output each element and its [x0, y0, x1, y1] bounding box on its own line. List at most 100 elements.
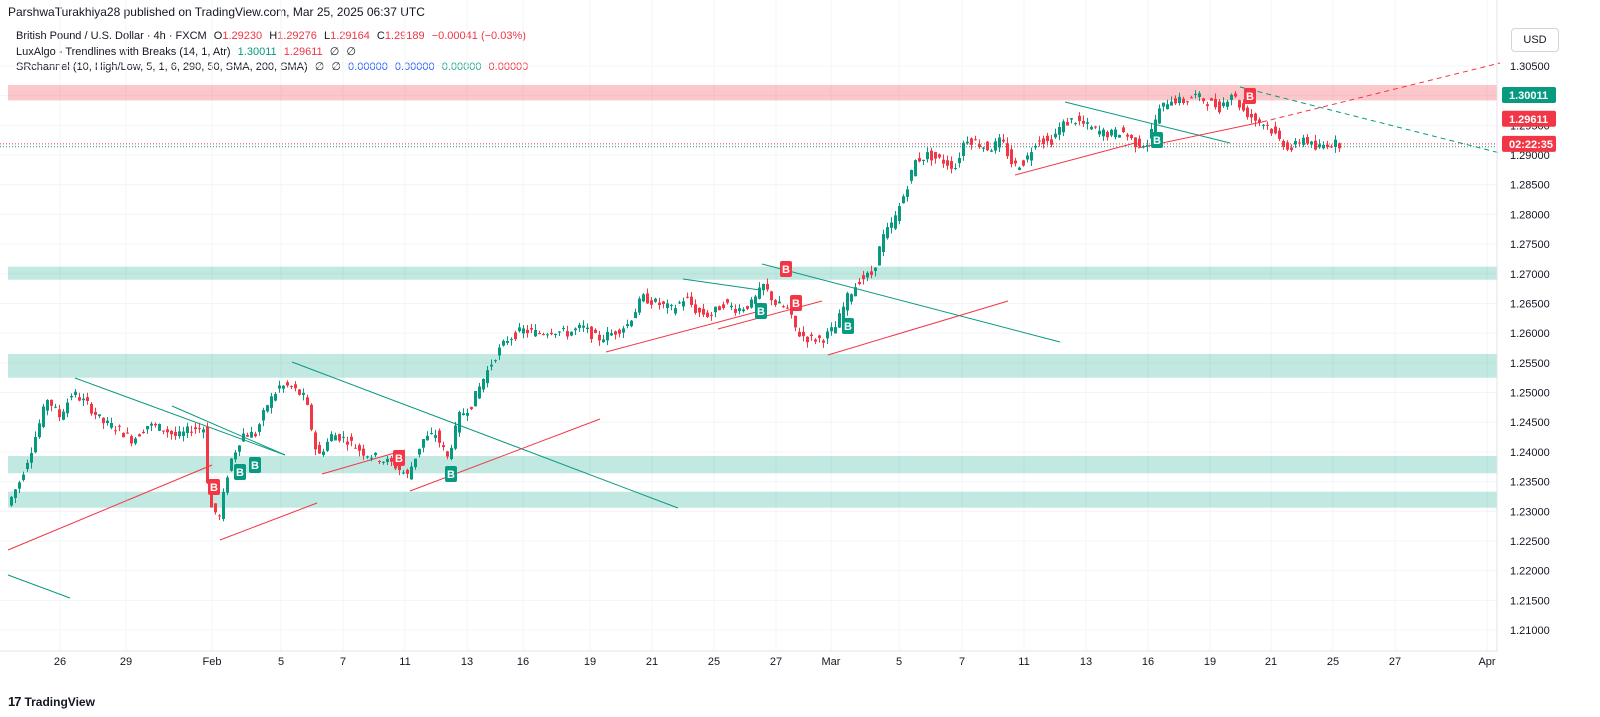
- trendline: [1014, 142, 1136, 176]
- candle-body: [410, 466, 413, 480]
- candle-body: [150, 423, 153, 426]
- price-axis[interactable]: 1.305001.300001.295001.290001.285001.280…: [1510, 61, 1550, 637]
- candle-body: [446, 451, 449, 457]
- candle-body: [922, 159, 925, 161]
- candle-body: [610, 333, 613, 336]
- candle-body: [1262, 124, 1265, 126]
- candle-body: [1110, 129, 1113, 136]
- candle-body: [586, 327, 589, 329]
- sr-zone: [8, 84, 1497, 101]
- candle-body: [1230, 94, 1233, 100]
- candle-body: [454, 425, 457, 449]
- break-marker-label: B: [1153, 135, 1161, 147]
- candle-body: [838, 313, 841, 328]
- candle-body: [654, 298, 657, 302]
- candle-body: [10, 496, 13, 506]
- time-tick-label: 21: [646, 656, 658, 668]
- price-tick-label: 1.29000: [1510, 150, 1550, 162]
- candle-body: [54, 406, 57, 408]
- time-tick-label: 11: [399, 656, 410, 668]
- candle-body: [762, 284, 765, 291]
- candle-body: [1170, 101, 1173, 106]
- candle-body: [478, 386, 481, 399]
- candle-body: [158, 423, 161, 431]
- candle-body: [102, 417, 105, 424]
- legend-indicator-trendlines[interactable]: LuxAlgo - Trendlines with Breaks (14, 1,…: [16, 45, 532, 61]
- candle-body: [678, 302, 681, 304]
- time-tick-label: 27: [1389, 656, 1401, 668]
- candle-body: [798, 331, 801, 337]
- trendline: [409, 418, 601, 492]
- candle-body: [542, 334, 545, 336]
- candle-body: [518, 327, 521, 332]
- candle-body: [450, 447, 453, 459]
- break-marker-label: B: [251, 460, 259, 472]
- candle-body: [810, 334, 813, 337]
- price-tick-label: 1.21000: [1510, 625, 1550, 637]
- candle-body: [722, 304, 725, 308]
- candle-body: [1254, 113, 1257, 121]
- candle-body: [674, 308, 677, 314]
- candle-body: [194, 427, 197, 430]
- trendline: [717, 300, 823, 330]
- bearish-break-marker: B: [790, 295, 802, 311]
- candle-body: [318, 444, 321, 454]
- candle-body: [550, 332, 553, 335]
- candle-body: [522, 328, 525, 334]
- candle-body: [1050, 139, 1053, 145]
- candle-body: [994, 141, 997, 151]
- tradingview-brand: 17 TradingView: [8, 694, 95, 709]
- candle-body: [414, 458, 417, 468]
- candle-body: [706, 312, 709, 317]
- candle-body: [882, 234, 885, 252]
- candle-body: [1334, 139, 1337, 147]
- candle-body: [1074, 123, 1077, 125]
- break-marker-label: B: [395, 453, 403, 465]
- candle-body: [690, 296, 693, 305]
- candle-body: [1054, 133, 1057, 138]
- candle-body: [782, 306, 785, 308]
- sr-zone: [8, 491, 1497, 508]
- candle-body: [346, 441, 349, 445]
- chart-legend: British Pound / U.S. Dollar · 4h · FXCM …: [16, 29, 532, 76]
- candle-body: [978, 144, 981, 148]
- candle-body: [1058, 127, 1061, 135]
- candle-body: [1082, 120, 1085, 124]
- candle-body: [1118, 134, 1121, 138]
- time-axis[interactable]: 26 29 Feb 5 7 11 13 16 19 21 25 27 Mar 5 7 11 13 16 19 21 25…: [54, 656, 1496, 668]
- candle-body: [558, 331, 561, 333]
- candle-body: [138, 434, 141, 437]
- candle-body: [874, 267, 877, 271]
- candle-body: [402, 472, 405, 474]
- legend-symbol-row[interactable]: British Pound / U.S. Dollar · 4h · FXCM …: [16, 29, 532, 45]
- candle-body: [666, 303, 669, 308]
- candle-body: [1014, 160, 1017, 164]
- candle-body: [330, 434, 333, 442]
- currency-button[interactable]: USD: [1511, 28, 1559, 52]
- candle-body: [914, 160, 917, 177]
- candle-body: [878, 246, 881, 266]
- candle-body: [626, 324, 629, 327]
- candle-body: [582, 325, 585, 328]
- candle-body: [562, 328, 565, 330]
- candle-body: [334, 435, 337, 441]
- candle-body: [374, 452, 377, 456]
- candle-body: [182, 431, 185, 436]
- candle-body: [594, 329, 597, 333]
- candle-body: [982, 147, 985, 149]
- candle-body: [946, 160, 949, 166]
- candle-body: [202, 429, 205, 433]
- trendline: [1064, 101, 1231, 144]
- candle-body: [1298, 142, 1301, 144]
- trendline: [7, 574, 71, 599]
- candle-body: [1114, 129, 1117, 138]
- candle-body: [470, 406, 473, 410]
- candle-body: [738, 308, 741, 312]
- time-tick-label: 27: [770, 656, 782, 668]
- candle-body: [554, 333, 557, 335]
- candle-body: [1178, 96, 1181, 103]
- candle-body: [338, 434, 341, 441]
- candle-body: [1078, 115, 1081, 121]
- candle-body: [834, 327, 837, 334]
